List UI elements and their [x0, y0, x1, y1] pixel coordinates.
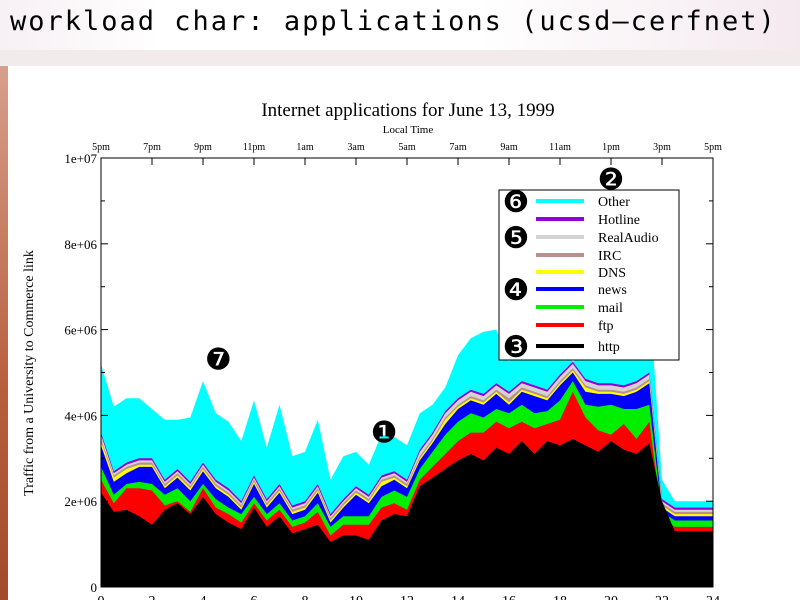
legend-label-http: http	[598, 340, 620, 355]
callout-marker: ❼	[205, 344, 232, 377]
top-tick-label: 7am	[449, 142, 466, 153]
x-tick-label: 14	[451, 594, 465, 600]
y-tick-label: 2e+06	[64, 494, 97, 509]
callout-marker: ❹	[503, 274, 530, 307]
x-tick-label: 10	[349, 594, 363, 600]
top-tick-label: 5pm	[704, 142, 722, 153]
y-tick-label: 4e+06	[64, 408, 97, 423]
y-axis-label: Traffic from a University to Commerce li…	[22, 250, 37, 496]
chart-title: Internet applications for June 13, 1999	[261, 100, 554, 121]
slide-title-bar: workload char: applications (ucsd–cerfne…	[0, 0, 800, 50]
callout-marker: ❺	[503, 222, 530, 255]
y-tick-label: 0	[91, 580, 98, 595]
callout-marker: ❶	[371, 417, 398, 450]
series-area-http	[101, 439, 713, 587]
left-accent-bar	[0, 66, 8, 600]
y-tick-label: 8e+06	[64, 237, 97, 252]
callout-marker: ❷	[598, 163, 625, 196]
top-tick-label: 9pm	[194, 142, 212, 153]
x-tick-label: 12	[400, 594, 414, 600]
legend-label-ftp: ftp	[598, 319, 614, 334]
x-tick-label: 6	[251, 594, 258, 600]
top-tick-label: 11pm	[243, 142, 266, 153]
legend-label-irc: IRC	[598, 249, 621, 264]
top-axis-ticks: 5pm 7pm 9pm 11pm 1am 3am 5am 7am 9am 11am 1pm 3pm 5p…	[92, 142, 722, 165]
top-tick-label: 5pm	[92, 142, 110, 153]
legend-label-realaudio: RealAudio	[598, 231, 659, 246]
top-tick-label: 11am	[549, 142, 571, 153]
legend-box	[498, 189, 680, 361]
top-tick-label: 3am	[347, 142, 364, 153]
y-axis-ticks: 0 2e+06 4e+06 6e+06 8e+06 1e+07	[64, 151, 713, 595]
top-tick-label: 1am	[296, 142, 313, 153]
callout-markers: ❶ ❷ ❸ ❹ ❺❻ ❼	[205, 163, 625, 449]
legend-label-hotline: Hotline	[598, 213, 640, 228]
top-tick-label: 3pm	[653, 142, 671, 153]
header-band	[0, 50, 800, 66]
slide-title: workload char: applications (ucsd–cerfne…	[10, 6, 777, 37]
legend-label-other: Other	[598, 195, 630, 210]
top-tick-label: 1pm	[602, 142, 620, 153]
x-tick-label: 4	[200, 594, 207, 600]
top-axis-label: Local Time	[383, 124, 434, 136]
series-areas	[101, 295, 713, 587]
x-axis-ticks: 024681012141618202224	[98, 580, 720, 600]
x-tick-label: 20	[604, 594, 618, 600]
y-tick-label: 6e+06	[64, 323, 97, 338]
x-tick-label: 16	[502, 594, 516, 600]
x-tick-label: 18	[553, 594, 567, 600]
callout-marker: ❻	[503, 186, 530, 219]
legend-label-mail: mail	[598, 301, 623, 316]
x-tick-label: 22	[655, 594, 669, 600]
x-tick-label: 2	[149, 594, 156, 600]
y-tick-label: 1e+07	[64, 151, 97, 166]
x-tick-label: 24	[706, 594, 720, 600]
legend-label-dns: DNS	[598, 266, 626, 281]
x-tick-label: 8	[302, 594, 309, 600]
legend-label-news: news	[598, 283, 627, 298]
legend: Other Hotline RealAudio IRC DNS news mail ftp ht…	[498, 189, 680, 361]
top-tick-label: 9am	[500, 142, 517, 153]
top-tick-label: 7pm	[143, 142, 161, 153]
top-tick-label: 5am	[398, 142, 415, 153]
x-tick-label: 0	[98, 594, 105, 600]
callout-marker: ❸	[503, 331, 530, 364]
